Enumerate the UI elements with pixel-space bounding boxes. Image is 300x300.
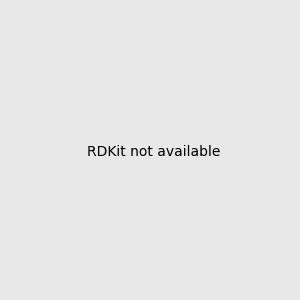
Text: RDKit not available: RDKit not available [87,145,220,158]
